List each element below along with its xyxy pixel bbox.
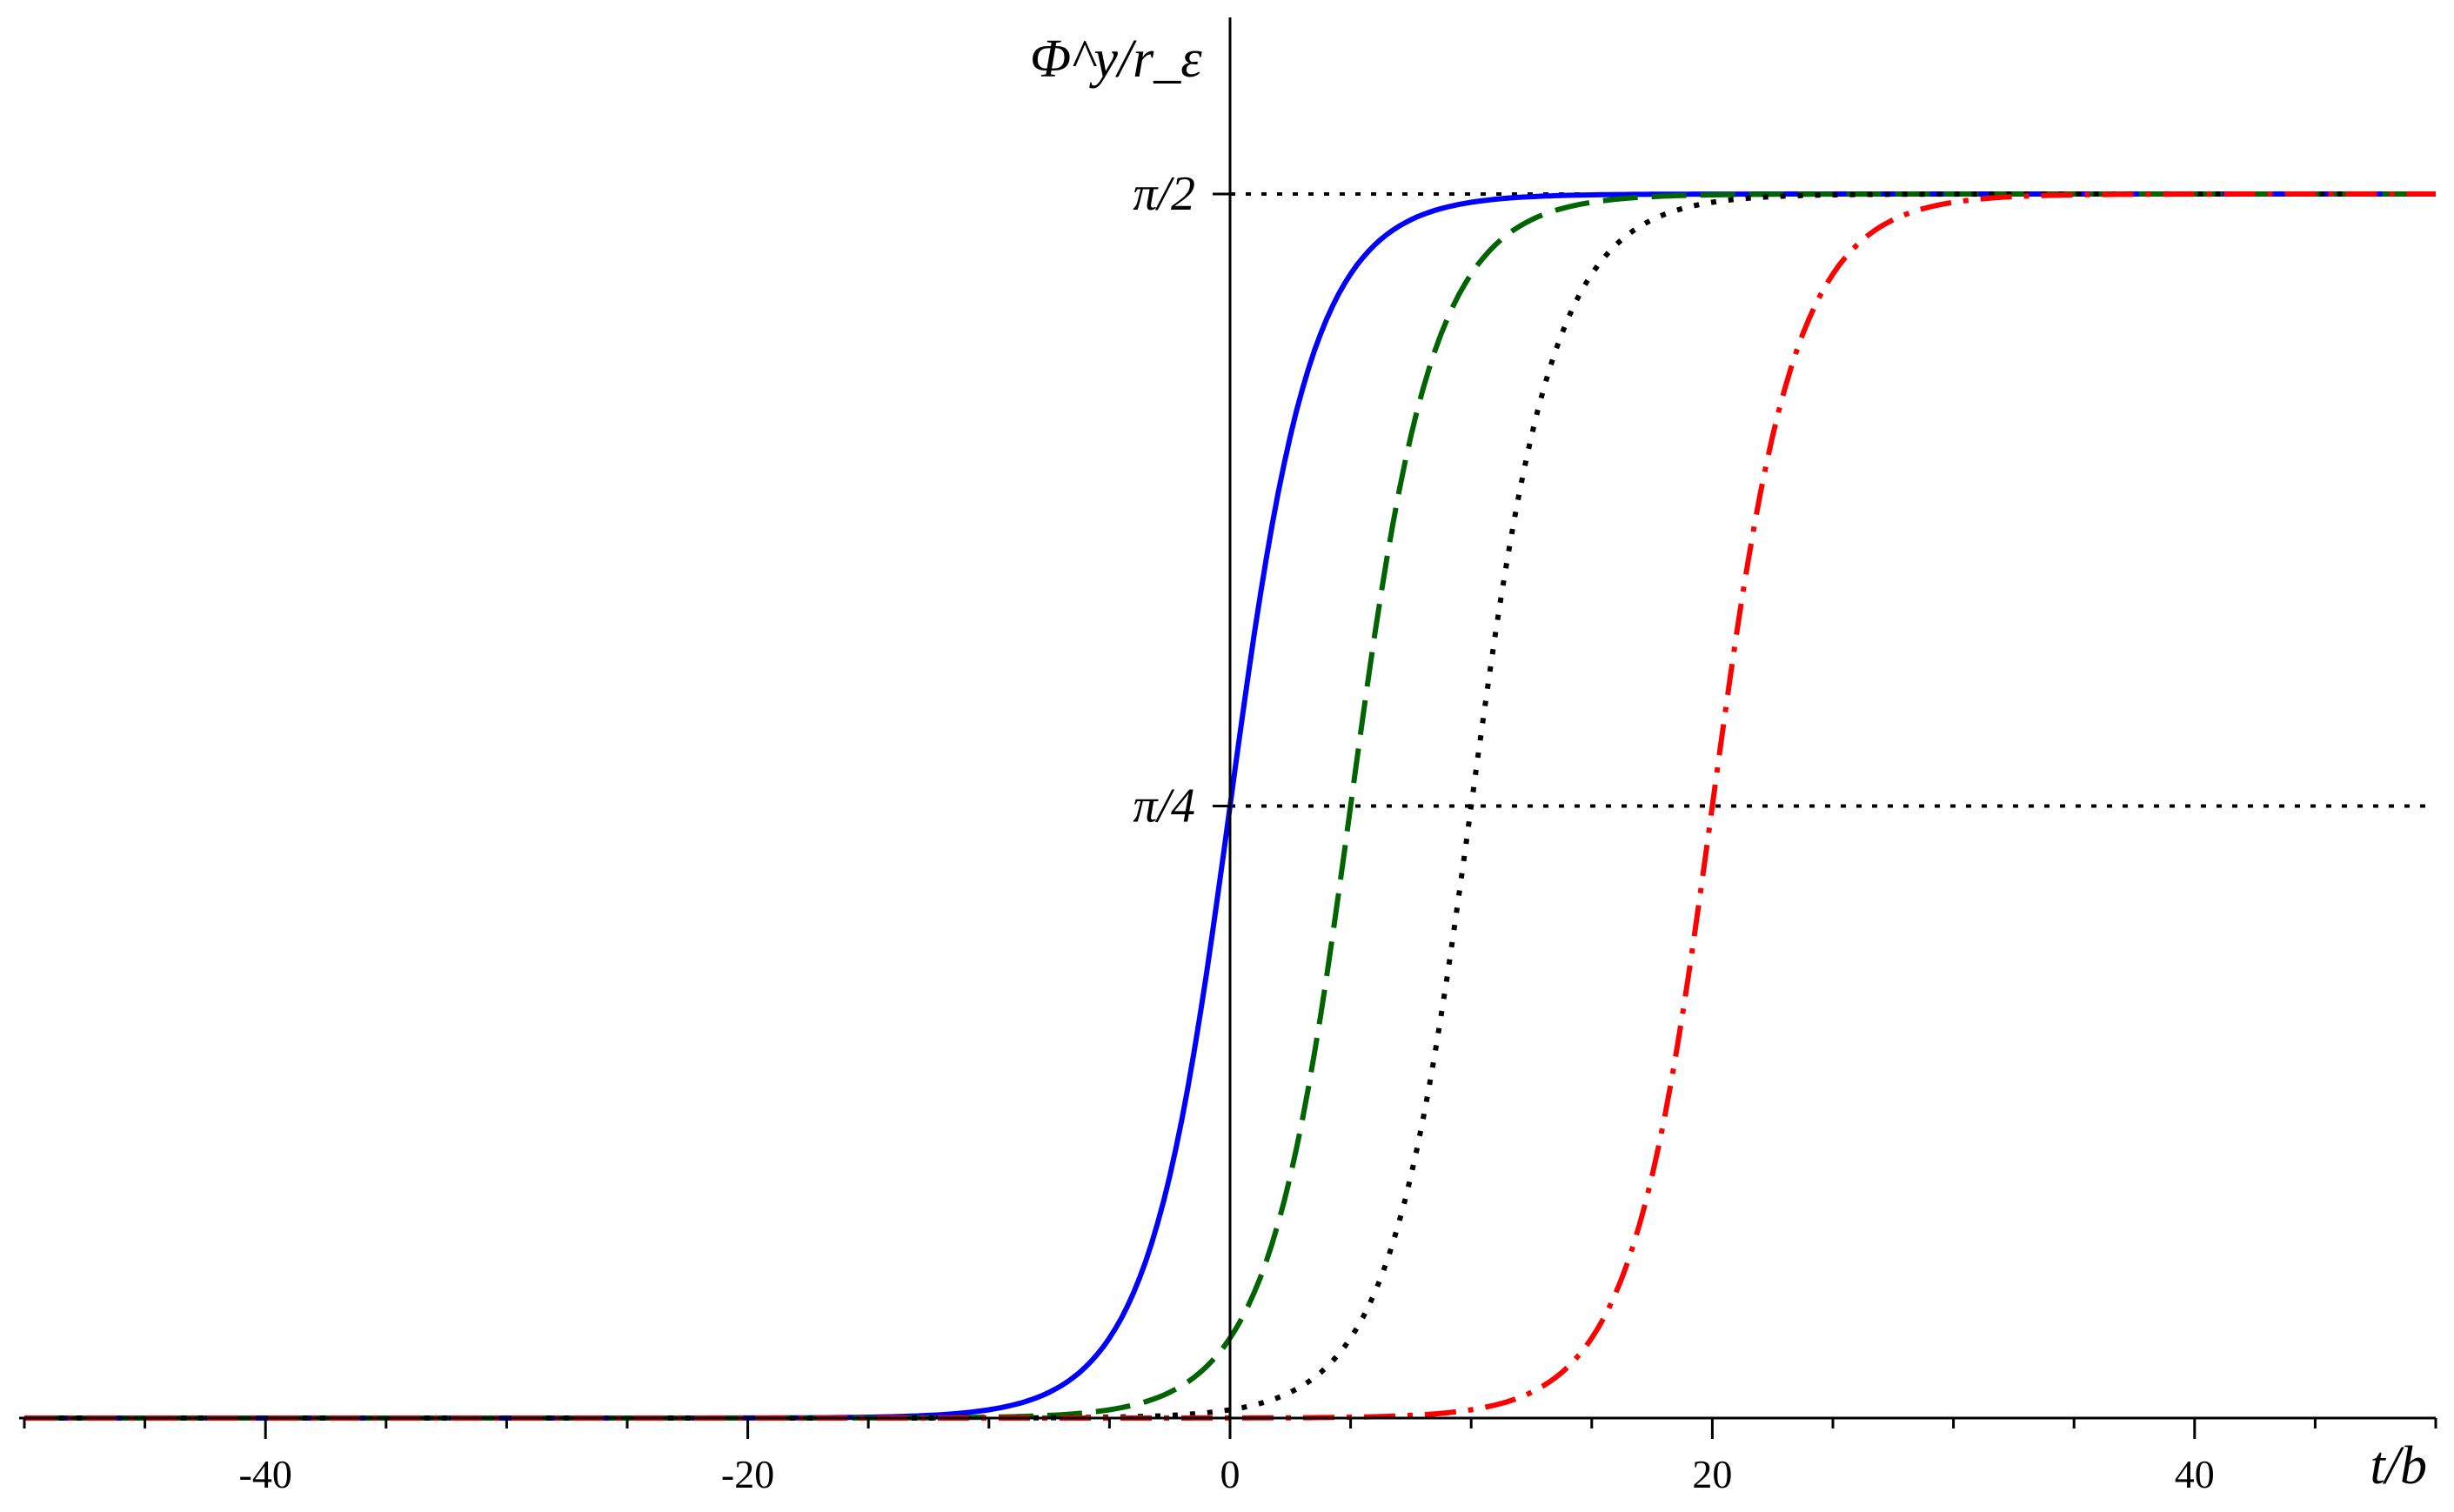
y-tick-label: π/4	[1133, 779, 1195, 833]
x-axis-label: t/b	[2370, 1436, 2427, 1495]
x-tick-label: 40	[2175, 1452, 2215, 1496]
x-tick-label: 0	[1220, 1452, 1240, 1496]
y-axis-label: Φ^y/r_ε	[1030, 30, 1202, 89]
axes	[19, 17, 2437, 1439]
x-tick-label: -40	[239, 1452, 292, 1496]
reference-lines	[1230, 191, 2436, 808]
tick-labels: -40 -20 0 20 40 π/2 π/4 t/b Φ^y/r_ε	[239, 30, 2427, 1496]
x-tick-label: -20	[721, 1452, 774, 1496]
x-tick-label: 20	[1692, 1452, 1732, 1496]
y-tick-label: π/2	[1133, 167, 1195, 221]
